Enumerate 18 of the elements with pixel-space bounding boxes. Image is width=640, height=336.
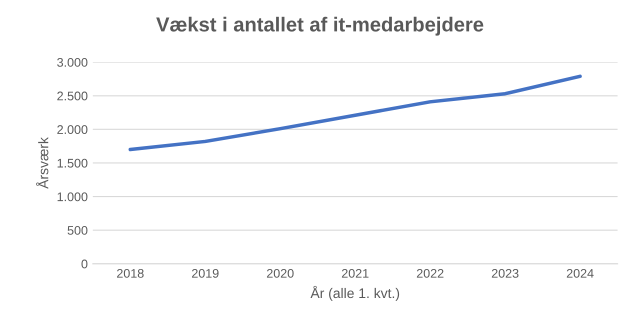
x-tick-label: 2019 — [192, 268, 219, 278]
y-tick-label: 1.000 — [58, 192, 88, 202]
chart-title: Vækst i antallet af it-medarbejdere — [156, 16, 484, 36]
y-tick-label: 0 — [81, 260, 88, 268]
y-tick-label: 2.000 — [57, 125, 88, 134]
y-tick-label: 3.000 — [57, 58, 88, 67]
line-series — [128, 74, 582, 152]
x-tick-label: 2022 — [416, 268, 444, 278]
x-tick-label: 2020 — [266, 268, 294, 278]
x-tick-label: 2021 — [342, 268, 368, 278]
x-tick-label: 2024 — [566, 268, 594, 278]
y-tick-label: 1.500 — [58, 158, 88, 168]
x-axis-title: År (alle 1. kvt.) — [310, 286, 400, 301]
y-axis-title: Årsværk — [36, 137, 48, 189]
x-tick-label: 2018 — [117, 268, 144, 278]
y-tick-label: 2.500 — [57, 92, 88, 100]
x-tick-label: 2023 — [492, 268, 518, 278]
y-tick-label: 500 — [68, 226, 88, 235]
